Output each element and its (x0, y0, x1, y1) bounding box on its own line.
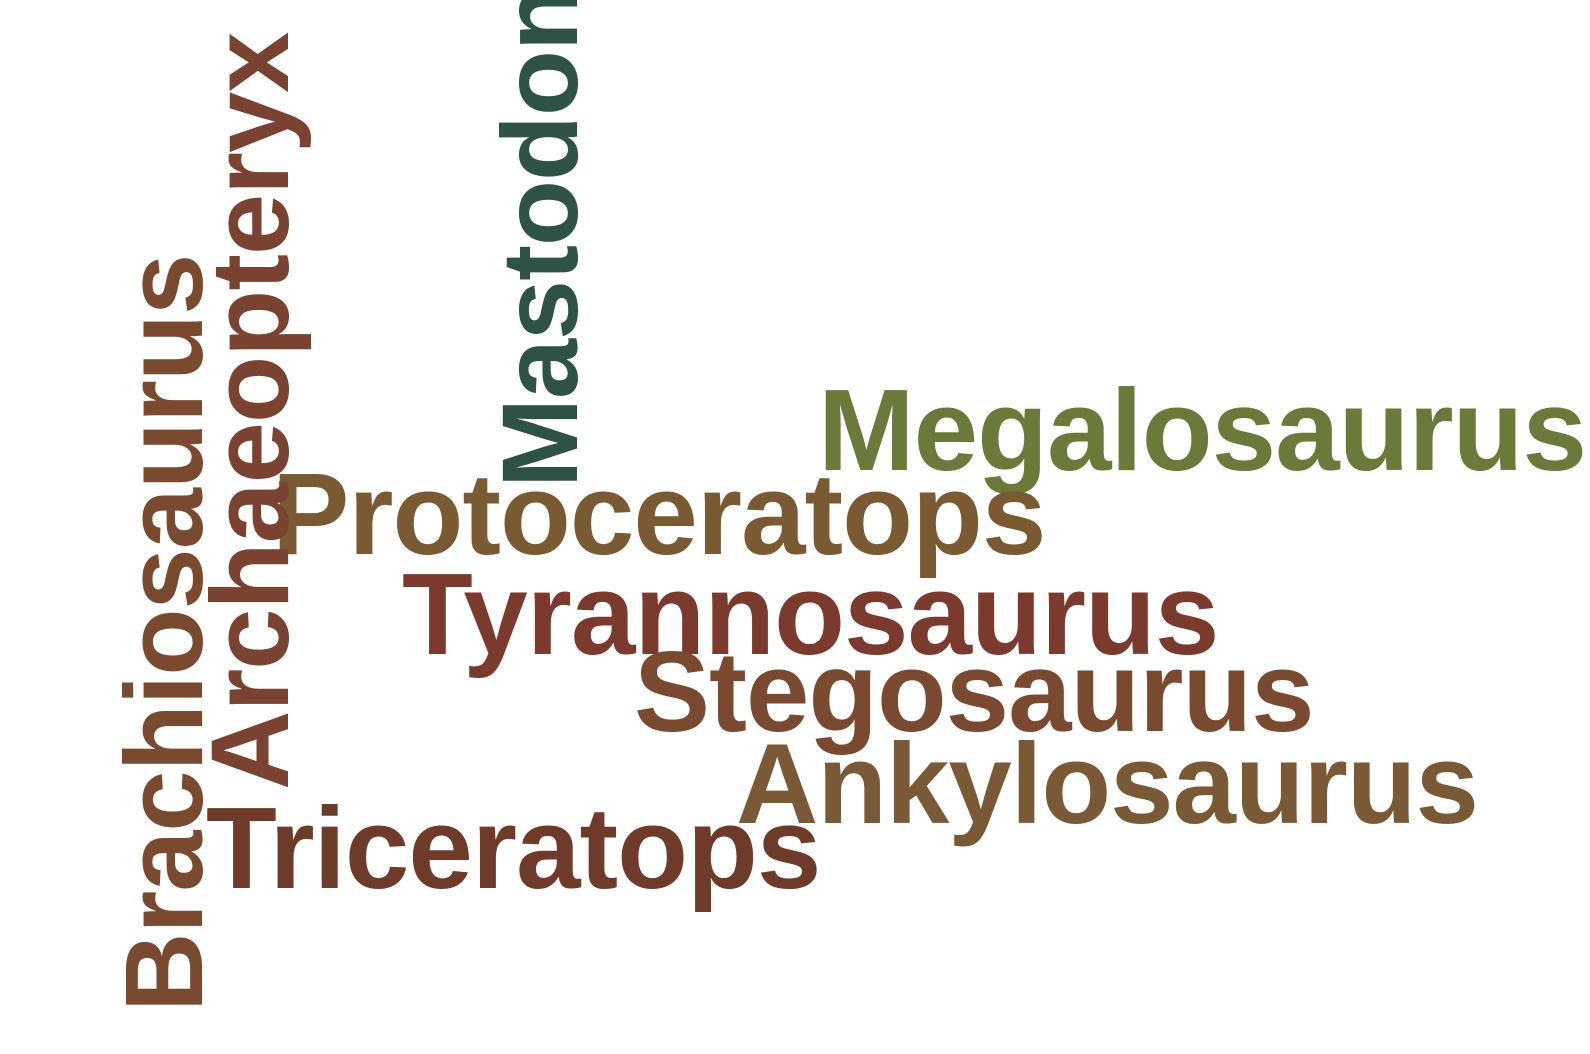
word-mastodon: Mastodon (479, 0, 600, 488)
word-ankylosaurus: Ankylosaurus (736, 721, 1479, 848)
word-megalosaurus: Megalosaurus (818, 365, 1587, 495)
word-stegosaurus: Stegosaurus (634, 629, 1315, 756)
word-brachiosaurus: Brachiosaurus (103, 254, 226, 1012)
word-triceratops: Triceratops (206, 783, 821, 913)
word-tyrannosaurus: Tyrannosaurus (402, 549, 1219, 679)
word-protoceratops: Protoceratops (272, 449, 1046, 579)
